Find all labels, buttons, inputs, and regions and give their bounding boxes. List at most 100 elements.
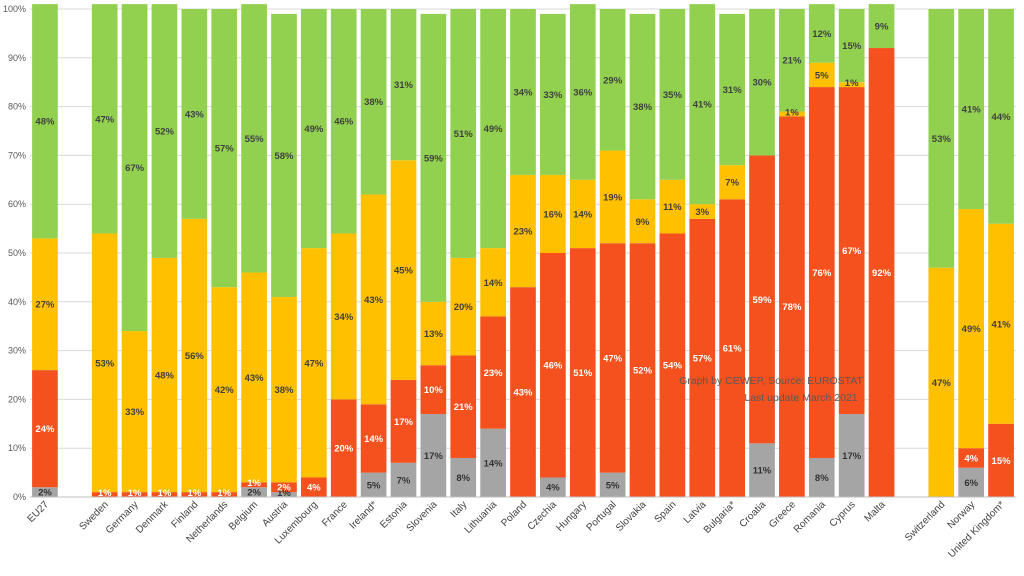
data-label: 15% [992,456,1012,467]
data-label: 57% [693,353,713,364]
x-tick-label: Switzerland [903,499,947,543]
bar-segment [420,301,447,366]
data-label: 31% [394,80,414,91]
x-tick-label: Slovakia [614,499,649,534]
data-label: 17% [424,451,444,462]
data-label: 78% [782,302,802,313]
bar-segment [659,233,686,498]
x-tick-label: Denmark [134,499,171,536]
bar-segment [211,9,238,288]
y-tick-label: 70% [8,150,26,160]
bar-segment [271,13,297,297]
data-label: 1% [785,107,799,118]
y-tick-label: 40% [8,297,26,307]
bar-segment [301,248,327,478]
data-label: 41% [992,319,1012,330]
data-label: 33% [543,90,563,101]
x-tick-label: Belgium [227,499,260,532]
bar-segment [151,4,178,258]
bar-segment [480,248,506,317]
y-tick-label: 10% [8,443,26,453]
bar-segment [808,62,835,88]
data-label: 33% [125,407,145,418]
data-label: 9% [875,22,889,33]
data-label: 58% [274,151,294,162]
data-label: 59% [753,295,773,306]
y-tick-label: 100% [3,4,26,14]
data-label: 1% [158,488,172,499]
bar-segment [629,13,656,200]
y-tick-label: 50% [8,248,26,258]
data-label: 31% [723,85,743,96]
bar-segment [480,316,506,429]
bar-segment [181,492,208,497]
bar-segment [271,296,297,483]
bar-segment [868,4,895,49]
data-label: 12% [812,29,832,40]
bar-segment [749,9,775,156]
data-label: 1% [187,488,201,499]
y-tick-label: 80% [8,102,26,112]
data-label: 11% [663,202,682,213]
x-tick-label: Ireland* [348,499,380,531]
data-label: 44% [992,112,1012,123]
bar-segment [510,9,536,175]
x-tick-label: Spain [653,499,679,525]
bar-segment [749,155,775,444]
bar-segment [91,492,118,497]
data-label: 17% [394,417,414,428]
bar-segment [779,111,805,117]
bar-segment [510,174,536,288]
y-tick-label: 0% [13,492,26,502]
bar-segment [629,243,656,497]
bar-segment [32,370,58,488]
bar-segment [569,4,596,180]
bar-segment [958,448,985,468]
data-label: 52% [155,127,175,138]
bar-segment [211,492,238,497]
data-label: 49% [962,324,982,335]
data-label: 15% [842,41,862,52]
data-label: 42% [215,385,235,396]
x-tick-label: Latvia [682,499,709,526]
bar-segment [569,179,596,249]
data-label: 2% [247,488,261,499]
bar-segment [808,457,835,497]
bar-segment [420,13,447,302]
data-label: 38% [633,102,653,113]
data-label: 1% [217,488,231,499]
bar-segment [32,238,58,371]
bar-segment [749,443,775,497]
data-label: 1% [98,488,112,499]
bar-segment [988,223,1014,424]
data-label: 20% [334,444,354,455]
bar-segment [779,9,805,112]
data-label: 45% [394,266,414,277]
data-label: 5% [367,480,381,491]
bar-segment [450,355,477,458]
data-label: 47% [932,378,952,389]
data-label: 8% [456,473,470,484]
bar-segment [838,82,865,88]
bar-segment [569,248,596,497]
data-label: 46% [543,361,563,372]
y-tick-label: 90% [8,53,26,63]
bar-segment [390,462,417,497]
bar-segment [390,9,417,161]
data-label: 20% [454,302,474,313]
bar-segment [241,487,267,497]
y-tick-label: 20% [8,394,26,404]
data-label: 29% [603,75,623,86]
bar-segment [540,13,566,175]
data-label: 34% [513,87,533,98]
data-label: 14% [484,278,504,289]
bar-segment [121,492,148,497]
x-tick-label: Slovenia [405,499,440,534]
bar-segment [480,428,506,497]
data-label: 47% [95,114,115,125]
bar-segment [659,9,686,180]
bar-segment [390,379,417,463]
bar-segment [838,87,865,415]
bar-segment [779,116,805,498]
y-tick-label: 60% [8,199,26,209]
